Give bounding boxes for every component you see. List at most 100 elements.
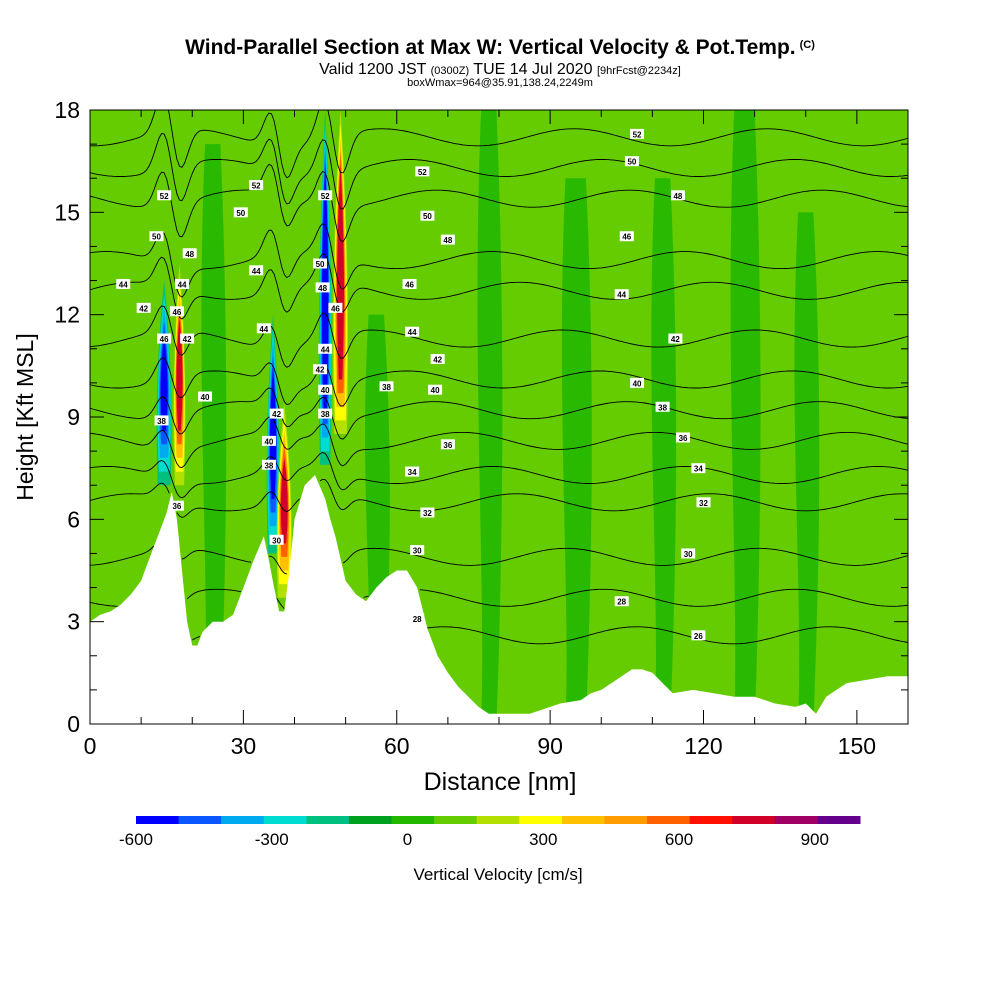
isentrope-line — [90, 163, 908, 243]
x-tick-label: 0 — [84, 733, 97, 759]
contour-label: 28 — [410, 613, 425, 624]
y-tick-label: 12 — [54, 302, 80, 328]
contour-label: 52 — [249, 180, 264, 191]
contour-label-text: 44 — [178, 280, 187, 289]
contour-label-text: 50 — [316, 260, 325, 269]
colorbar-swatch — [221, 816, 265, 824]
contour-label: 32 — [420, 507, 435, 518]
isentrope-line — [192, 626, 908, 645]
contour-label-bg — [420, 507, 435, 518]
contour-label-bg — [681, 548, 696, 559]
contour-label-bg — [315, 282, 330, 293]
contour-label-bg — [624, 156, 639, 167]
contour-label: 44 — [175, 278, 190, 289]
contour-label: 44 — [256, 323, 271, 334]
contour-label-text: 48 — [443, 236, 452, 245]
contour-label: 38 — [379, 381, 394, 392]
contour-label-bg — [415, 166, 430, 177]
contour-label-bg — [402, 278, 417, 289]
subsidence-band — [561, 178, 592, 724]
contour-label-text: 52 — [321, 192, 330, 201]
contour-label-bg — [410, 545, 425, 556]
isentrope-line — [90, 133, 908, 210]
contour-label: 34 — [691, 463, 706, 474]
contour-label-bg — [269, 534, 284, 545]
colorbar-swatch — [434, 816, 478, 824]
contour-label-text: 30 — [684, 550, 693, 559]
contour-label: 44 — [405, 326, 420, 337]
contour-label-text: 48 — [318, 284, 327, 293]
contour-label: 30 — [410, 545, 425, 556]
x-tick-label: 120 — [684, 733, 722, 759]
colorbar-swatch — [519, 816, 563, 824]
x-axis-label: Distance [nm] — [424, 768, 577, 796]
contour-label-text: 42 — [433, 356, 442, 365]
contour-label-bg — [691, 463, 706, 474]
contour-label-text: 40 — [633, 379, 642, 388]
contour-label-bg — [116, 278, 131, 289]
isentrope-line — [90, 253, 908, 320]
subsidence-band — [201, 144, 227, 724]
colorbar-swatch — [476, 816, 520, 824]
colorbar-swatch — [689, 816, 733, 824]
colorbar-swatch — [306, 816, 350, 824]
contour-label-text: 46 — [172, 308, 181, 317]
contour-label-text: 42 — [671, 335, 680, 344]
contour-label: 38 — [655, 401, 670, 412]
contour-label-text: 52 — [160, 192, 169, 201]
contour-label: 38 — [261, 459, 276, 470]
valid-utc: (0300Z) — [430, 65, 470, 77]
contour-label: 36 — [676, 432, 691, 443]
x-tick-label: 90 — [537, 733, 563, 759]
contour-label-bg — [313, 364, 328, 375]
contour-label: 28 — [614, 596, 629, 607]
contour-label-bg — [410, 613, 425, 624]
contour-label-text: 44 — [617, 291, 626, 300]
valid-prefix: Valid 1200 JST — [319, 61, 427, 78]
contour-label: 30 — [269, 534, 284, 545]
colorbar-swatch — [561, 816, 605, 824]
contour-label: 42 — [430, 354, 445, 365]
contour-label-bg — [249, 265, 264, 276]
isentrope-line — [90, 416, 908, 468]
contour-label-text: 44 — [321, 345, 330, 354]
contour-label-text: 50 — [627, 158, 636, 167]
contour-label: 42 — [136, 302, 151, 313]
contour-label: 50 — [420, 210, 435, 221]
contour-label-text: 46 — [622, 233, 631, 242]
isentrope-line — [90, 588, 908, 609]
contour-label-text: 44 — [259, 325, 268, 334]
contour-label-bg — [154, 415, 169, 426]
contour-label-text: 44 — [252, 267, 261, 276]
contour-label-bg — [233, 207, 248, 218]
forecast-info: [9hrFcst@2234z] — [596, 65, 681, 77]
contour-label-bg — [440, 439, 455, 450]
contour-label: 48 — [182, 248, 197, 259]
contour-label-bg — [249, 180, 264, 191]
contour-label-text: 38 — [382, 383, 391, 392]
contour-label: 42 — [180, 333, 195, 344]
contour-label: 48 — [440, 234, 455, 245]
contour-label-bg — [318, 190, 333, 201]
contour-label: 42 — [313, 364, 328, 375]
contour-label: 52 — [415, 166, 430, 177]
isentrope-line — [90, 357, 908, 407]
subsidence-band — [651, 178, 677, 724]
contour-label: 42 — [269, 408, 284, 419]
contour-label-bg — [256, 323, 271, 334]
contour-label: 34 — [405, 466, 420, 477]
x-tick-label: 60 — [384, 733, 410, 759]
contour-label-bg — [630, 377, 645, 388]
contour-label-bg — [182, 248, 197, 259]
contour-label-text: 28 — [413, 615, 422, 624]
contour-label-text: 38 — [264, 461, 273, 470]
colorbar-swatch — [263, 816, 307, 824]
contour-label-text: 48 — [673, 192, 682, 201]
isentrope-line — [90, 305, 908, 368]
colorbar-swatch — [391, 816, 435, 824]
contour-label-bg — [668, 333, 683, 344]
contour-label-bg — [313, 258, 328, 269]
contour-label-text: 30 — [272, 536, 281, 545]
